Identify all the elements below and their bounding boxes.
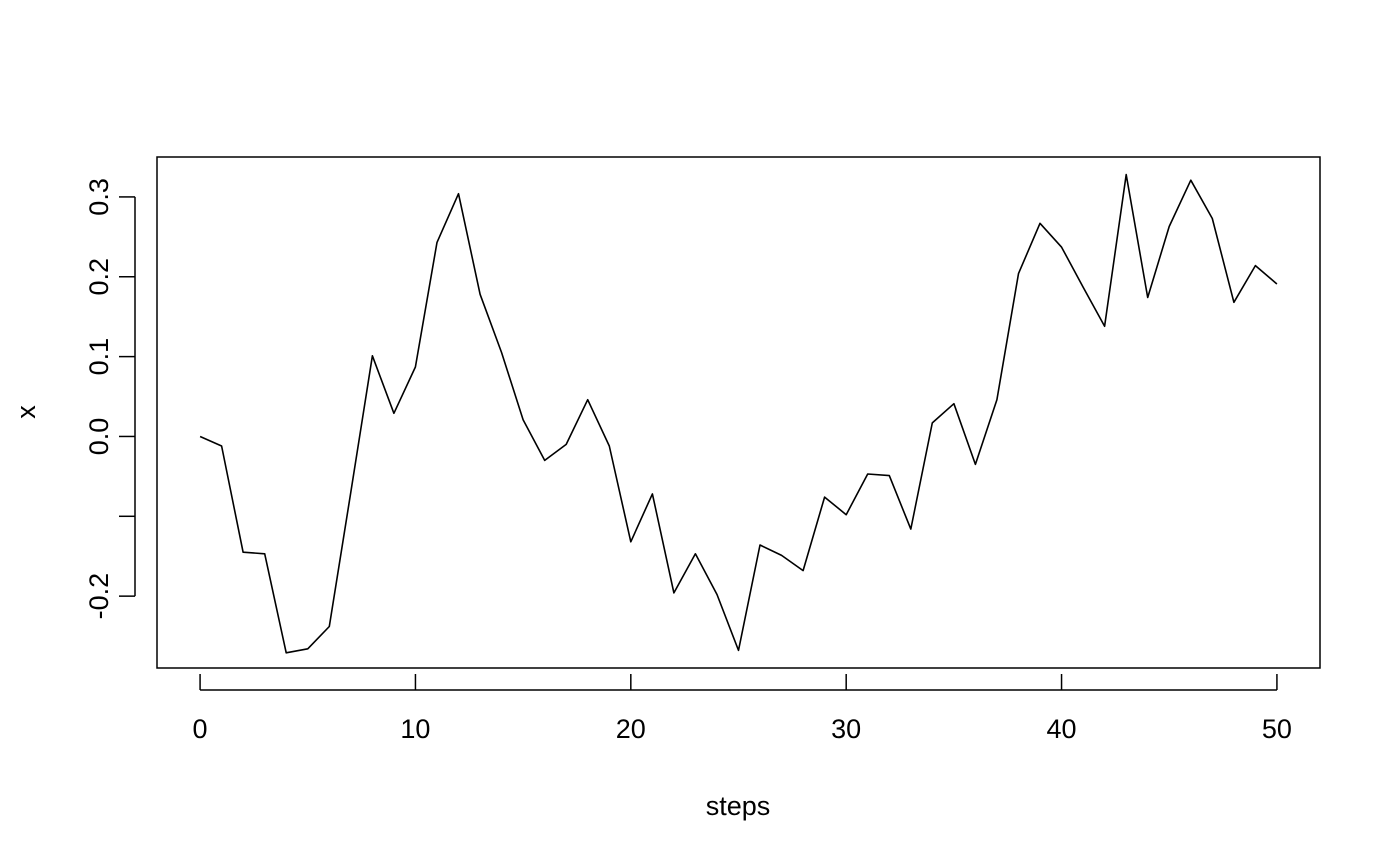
y-tick-label: 0.1: [84, 338, 114, 376]
y-axis: -0.2 0.0 0.1 0.2 0.3: [84, 178, 136, 620]
x-axis: 0 10 20 30 40 50: [193, 674, 1292, 744]
y-tick-label: 0.3: [84, 178, 114, 216]
x-tick-label: 30: [831, 714, 861, 744]
x-tick-label: 50: [1262, 714, 1292, 744]
x-tick-label: 40: [1047, 714, 1077, 744]
series-layer: [199, 173, 1278, 654]
y-tick-label: 0.0: [84, 418, 114, 456]
y-tick-label: 0.2: [84, 258, 114, 296]
y-tick-label: -0.2: [84, 573, 114, 620]
series-line: [199, 173, 1278, 654]
y-axis-label: x: [11, 405, 41, 419]
x-tick-label: 20: [616, 714, 646, 744]
plot-frame: [156, 156, 1321, 669]
x-axis-label: steps: [706, 791, 771, 821]
x-tick-label: 0: [193, 714, 208, 744]
x-tick-label: 10: [400, 714, 430, 744]
